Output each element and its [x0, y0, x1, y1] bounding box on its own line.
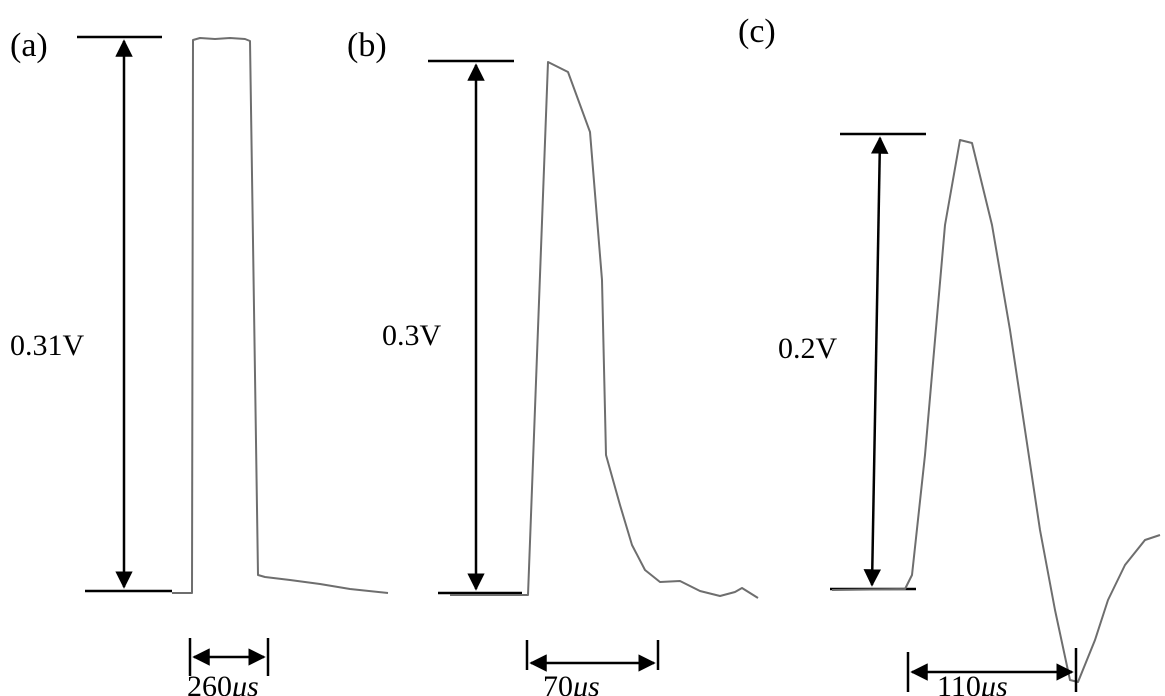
panel-c-amplitude-label: 0.2V: [778, 332, 838, 365]
panel-c: (c) 0.2V 110μs: [738, 13, 1161, 696]
panel-c-width-unit: μs: [980, 670, 1008, 696]
panel-a-amplitude-label: 0.31V: [10, 329, 85, 362]
panel-b-amplitude-label: 0.3V: [382, 319, 442, 352]
panel-b-width-value: 70: [543, 670, 573, 696]
panel-a-label: (a): [10, 27, 48, 64]
panel-b-label: (b): [347, 27, 387, 64]
panel-c-waveform: [831, 139, 1161, 683]
panel-a-width-label: 260μs: [187, 670, 259, 696]
panel-a: (a) 0.31V 260μs: [10, 27, 389, 696]
panel-a-width-unit: μs: [231, 670, 259, 696]
panel-b-width-unit: μs: [572, 670, 600, 696]
panel-b-waveform: [450, 61, 759, 599]
panel-b: (b) 0.3V 70μs: [347, 27, 759, 696]
panel-a-waveform: [172, 37, 389, 594]
panel-c-width-value: 110: [937, 670, 981, 696]
panel-a-width-value: 260: [187, 670, 232, 696]
panel-b-width-label: 70μs: [543, 670, 600, 696]
panel-c-amplitude-arrow: [863, 136, 889, 587]
panel-c-label: (c): [738, 13, 776, 50]
panel-c-width-label: 110μs: [937, 670, 1008, 696]
